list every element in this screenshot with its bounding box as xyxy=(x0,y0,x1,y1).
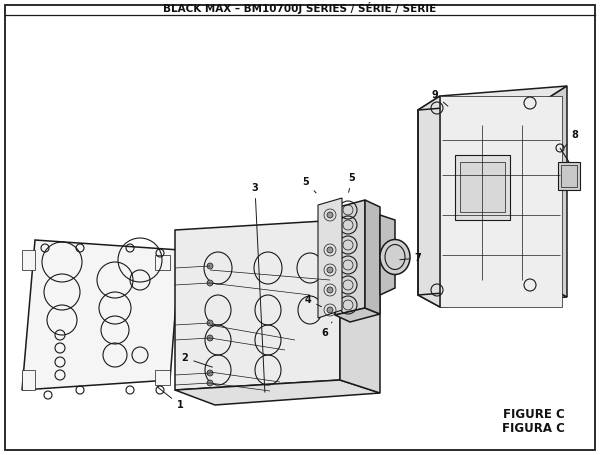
Polygon shape xyxy=(340,220,380,393)
Polygon shape xyxy=(22,370,35,390)
Text: BLACK MAX – BM10700J SERIES / SÉRIE / SERIE: BLACK MAX – BM10700J SERIES / SÉRIE / SE… xyxy=(163,2,437,14)
Circle shape xyxy=(207,335,213,341)
Polygon shape xyxy=(380,215,395,295)
Text: FIGURE C: FIGURE C xyxy=(503,409,565,421)
Text: FIGURA C: FIGURA C xyxy=(502,421,565,435)
Circle shape xyxy=(327,287,333,293)
Text: 3: 3 xyxy=(251,183,265,392)
Text: 4: 4 xyxy=(305,295,322,307)
Circle shape xyxy=(327,267,333,273)
Polygon shape xyxy=(155,255,170,270)
Polygon shape xyxy=(335,200,365,315)
Text: 8: 8 xyxy=(564,130,578,148)
Text: 9: 9 xyxy=(431,90,448,106)
Text: 2: 2 xyxy=(182,353,212,367)
Circle shape xyxy=(327,307,333,313)
Polygon shape xyxy=(318,198,342,318)
Polygon shape xyxy=(175,220,340,390)
Bar xyxy=(558,162,580,190)
Circle shape xyxy=(207,280,213,286)
Polygon shape xyxy=(545,86,567,297)
Ellipse shape xyxy=(380,239,410,274)
Bar xyxy=(460,162,505,212)
Polygon shape xyxy=(22,250,35,270)
Bar xyxy=(455,155,510,220)
Polygon shape xyxy=(155,370,170,385)
Circle shape xyxy=(327,212,333,218)
Polygon shape xyxy=(335,308,380,322)
Polygon shape xyxy=(418,96,440,307)
Bar xyxy=(440,96,562,307)
Polygon shape xyxy=(418,285,567,307)
Text: 7: 7 xyxy=(400,253,421,263)
Polygon shape xyxy=(22,240,180,390)
Circle shape xyxy=(207,320,213,326)
Circle shape xyxy=(207,370,213,376)
Text: 5: 5 xyxy=(349,173,355,192)
Polygon shape xyxy=(365,200,380,314)
Text: 1: 1 xyxy=(157,387,184,410)
Circle shape xyxy=(207,380,213,386)
Circle shape xyxy=(207,263,213,269)
Bar xyxy=(561,165,577,187)
Text: 5: 5 xyxy=(302,177,316,193)
Polygon shape xyxy=(418,86,567,110)
Circle shape xyxy=(327,247,333,253)
Polygon shape xyxy=(175,380,380,405)
Text: 6: 6 xyxy=(322,322,332,338)
